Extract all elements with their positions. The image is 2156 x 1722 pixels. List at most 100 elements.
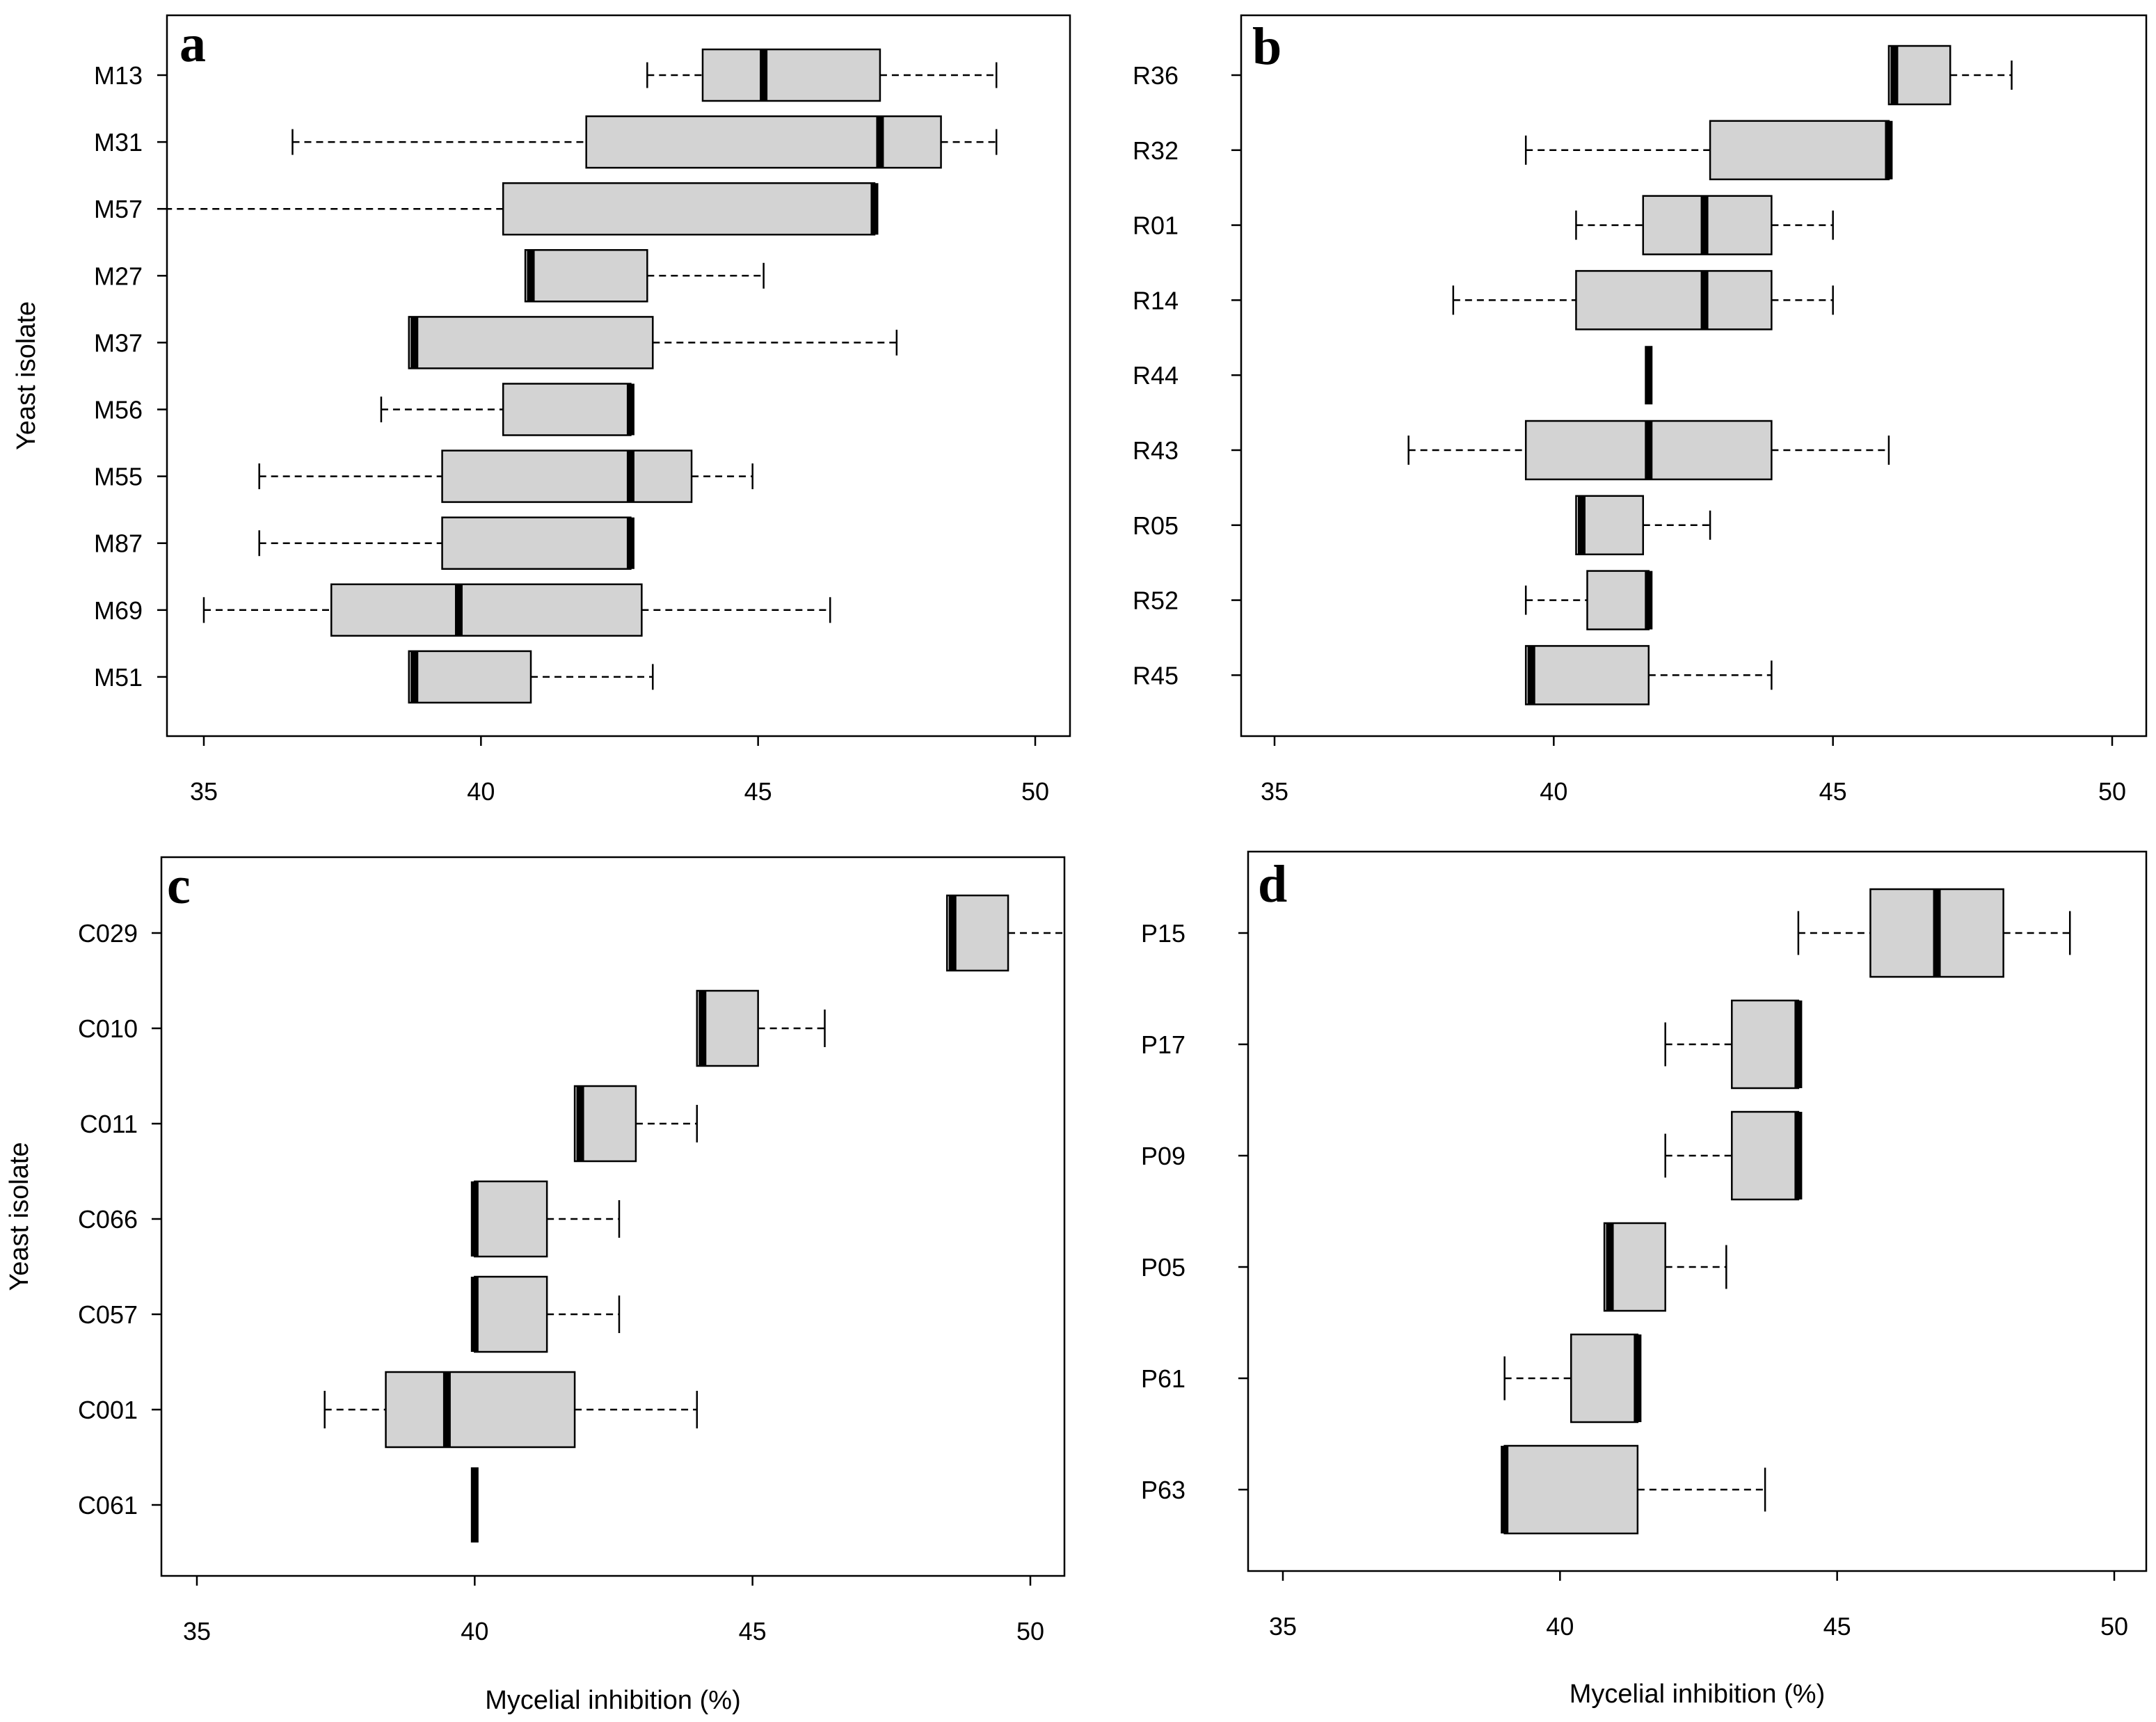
box-iqr xyxy=(330,583,643,637)
x-tick-label: 50 xyxy=(1021,777,1049,806)
box-C066 xyxy=(470,1180,621,1258)
box-P15 xyxy=(1797,888,2071,978)
box-iqr xyxy=(385,1371,576,1449)
box-iqr xyxy=(1575,495,1645,556)
category-label: M37 xyxy=(94,328,143,357)
x-tick-label: 45 xyxy=(739,1617,767,1645)
x-tick-label: 45 xyxy=(1819,777,1847,806)
box-C011 xyxy=(573,1085,698,1163)
box-M69 xyxy=(202,583,831,637)
box-iqr xyxy=(1731,999,1800,1090)
category-label: M51 xyxy=(94,663,143,692)
x-tick-label: 40 xyxy=(461,1617,488,1645)
category-label: C029 xyxy=(78,919,138,948)
box-R52 xyxy=(1524,570,1653,630)
category-label: C057 xyxy=(78,1300,138,1329)
box-iqr xyxy=(1709,120,1890,181)
x-axis-title: Mycelial inhibition (%) xyxy=(1570,1680,1825,1709)
box-iqr xyxy=(1575,270,1773,330)
box-P17 xyxy=(1664,999,1803,1090)
category-label: R14 xyxy=(1133,286,1179,314)
category-label: M31 xyxy=(94,128,143,157)
x-tick-label: 45 xyxy=(1823,1612,1851,1641)
plot-frame xyxy=(1240,14,2148,738)
category-label: C066 xyxy=(78,1205,138,1234)
box-M87 xyxy=(258,516,634,570)
panel-letter: b xyxy=(1252,17,1281,76)
box-C057 xyxy=(470,1275,621,1353)
box-iqr xyxy=(474,1275,548,1353)
box-C001 xyxy=(324,1371,698,1449)
panel-a: 35 40 45 50 M13 M31 M57 M27 M37 M56 M55 M87 M69 M51 a Y… xyxy=(12,14,1071,806)
category-label: R52 xyxy=(1133,587,1179,615)
box-R32 xyxy=(1524,120,1893,181)
x-tick-label: 35 xyxy=(190,777,218,806)
box-iqr xyxy=(585,115,942,169)
y-axis-title: Yeast isolate xyxy=(5,1142,34,1291)
category-label: P05 xyxy=(1141,1253,1185,1282)
panel-c: 35 40 45 50 C029 C010 C011 C066 C057 C001 C061 c Yea… xyxy=(5,856,1066,1715)
box-M31 xyxy=(292,115,998,169)
box-iqr xyxy=(1586,570,1650,630)
box-R01 xyxy=(1575,195,1834,255)
x-tick-label: 35 xyxy=(1269,1612,1297,1641)
box-R45 xyxy=(1524,645,1773,705)
box-iqr xyxy=(573,1085,637,1163)
category-label: M27 xyxy=(94,262,143,290)
box-iqr xyxy=(1887,45,1951,106)
x-tick-label: 50 xyxy=(2098,777,2126,806)
box-iqr xyxy=(1731,1110,1800,1201)
plot-frame xyxy=(166,14,1071,738)
panel-letter: a xyxy=(179,15,206,73)
category-label: P61 xyxy=(1141,1364,1185,1393)
x-tick-label: 40 xyxy=(1540,777,1567,806)
box-M57 xyxy=(165,182,879,236)
x-tick-label: 45 xyxy=(744,777,772,806)
x-tick-label: 50 xyxy=(2100,1612,2128,1641)
box-iqr xyxy=(1524,645,1650,705)
box-iqr xyxy=(502,182,876,236)
y-axis-title: Yeast isolate xyxy=(12,301,41,450)
box-iqr xyxy=(441,449,693,503)
box-iqr xyxy=(696,989,759,1067)
box-iqr xyxy=(945,894,1009,972)
box-M56 xyxy=(380,383,634,436)
box-R14 xyxy=(1452,270,1834,330)
category-label: R45 xyxy=(1133,661,1179,689)
box-P61 xyxy=(1503,1333,1642,1424)
category-label: M87 xyxy=(94,529,143,558)
box-M55 xyxy=(258,449,753,503)
x-tick-label: 40 xyxy=(1546,1612,1574,1641)
category-label: R44 xyxy=(1133,361,1179,390)
category-label: M55 xyxy=(94,463,143,491)
box-iqr xyxy=(524,249,648,303)
category-label: C011 xyxy=(80,1110,138,1138)
box-iqr xyxy=(1503,1444,1639,1535)
box-M13 xyxy=(646,48,998,102)
category-label: P17 xyxy=(1141,1030,1185,1059)
box-C010 xyxy=(696,989,826,1067)
panel-letter: d xyxy=(1258,855,1287,914)
category-label: C001 xyxy=(78,1396,138,1424)
box-iqr xyxy=(441,516,632,570)
category-label: M13 xyxy=(94,61,143,90)
box-iqr xyxy=(1570,1333,1639,1424)
x-tick-label: 35 xyxy=(183,1617,211,1645)
plot-frame xyxy=(160,856,1066,1577)
box-P09 xyxy=(1664,1110,1803,1201)
box-iqr xyxy=(701,48,881,102)
category-label: M57 xyxy=(94,195,143,223)
box-R05 xyxy=(1575,495,1711,556)
box-iqr xyxy=(474,1180,548,1258)
box-iqr xyxy=(502,383,632,436)
category-label: R43 xyxy=(1133,436,1179,465)
category-label: R05 xyxy=(1133,511,1179,540)
box-P05 xyxy=(1603,1222,1727,1312)
box-R43 xyxy=(1407,420,1890,481)
x-tick-label: 40 xyxy=(467,777,495,806)
box-P63 xyxy=(1501,1444,1766,1535)
box-iqr xyxy=(408,650,532,704)
category-label: C061 xyxy=(78,1491,138,1520)
category-label: R32 xyxy=(1133,136,1179,165)
